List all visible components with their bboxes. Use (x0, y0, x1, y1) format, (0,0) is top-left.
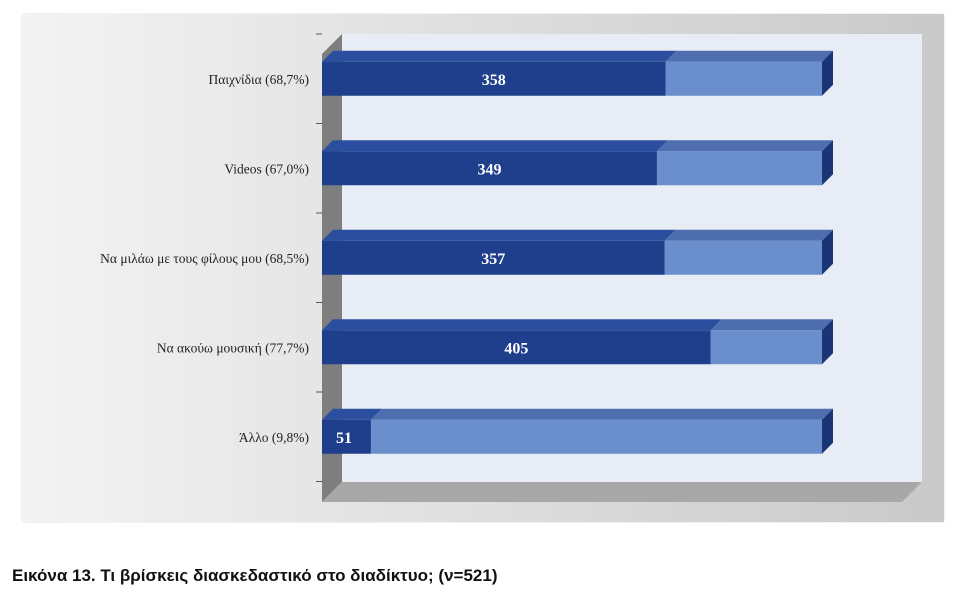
bar-side (822, 319, 833, 365)
bar-value (322, 419, 371, 454)
bar-remainder-top (656, 140, 833, 152)
bar-value (322, 61, 666, 96)
bar-value-top (322, 229, 676, 241)
bar-value (322, 240, 665, 275)
value-label: 357 (481, 251, 505, 268)
value-label: 358 (482, 72, 506, 89)
bar-value-top (322, 319, 722, 331)
bar-remainder (656, 151, 822, 186)
bar-side (822, 408, 833, 454)
category-label: Άλλο (9,8%) (239, 430, 309, 445)
bar-value-top (322, 50, 677, 62)
bar-remainder-top (665, 50, 833, 62)
value-label: 51 (336, 430, 352, 447)
bar-remainder (370, 419, 822, 454)
bar-remainder (665, 61, 822, 96)
bar-remainder-top (370, 408, 833, 420)
chart-panel: Παιχνίδια (68,7%) 358 Videos (67,0%) 349 Να … (22, 14, 944, 522)
bar-chart: Παιχνίδια (68,7%) 358 Videos (67,0%) 349 Να … (100, 33, 922, 502)
value-label: 349 (477, 161, 501, 178)
category-label: Να ακούω μουσική (77,7%) (157, 340, 309, 355)
bar-remainder (710, 330, 822, 365)
plot-floor (322, 482, 922, 502)
bar-value (322, 151, 657, 186)
bar-side (822, 50, 833, 96)
bar-value-top (322, 140, 668, 152)
bar-value-top (322, 408, 382, 420)
bar-side (822, 229, 833, 275)
bar-remainder-top (710, 319, 833, 331)
bar-remainder (664, 240, 822, 275)
bar-remainder-top (664, 229, 833, 241)
bar-value (322, 330, 711, 365)
category-label: Videos (67,0%) (224, 161, 309, 176)
figure-caption: Εικόνα 13. Τι βρίσκεις διασκεδαστικό στο… (12, 566, 498, 585)
value-label: 405 (504, 340, 528, 357)
category-label: Παιχνίδια (68,7%) (209, 72, 310, 87)
bar-side (822, 140, 833, 186)
category-label: Να μιλάω με τους φίλους μου (68,5%) (100, 251, 309, 266)
